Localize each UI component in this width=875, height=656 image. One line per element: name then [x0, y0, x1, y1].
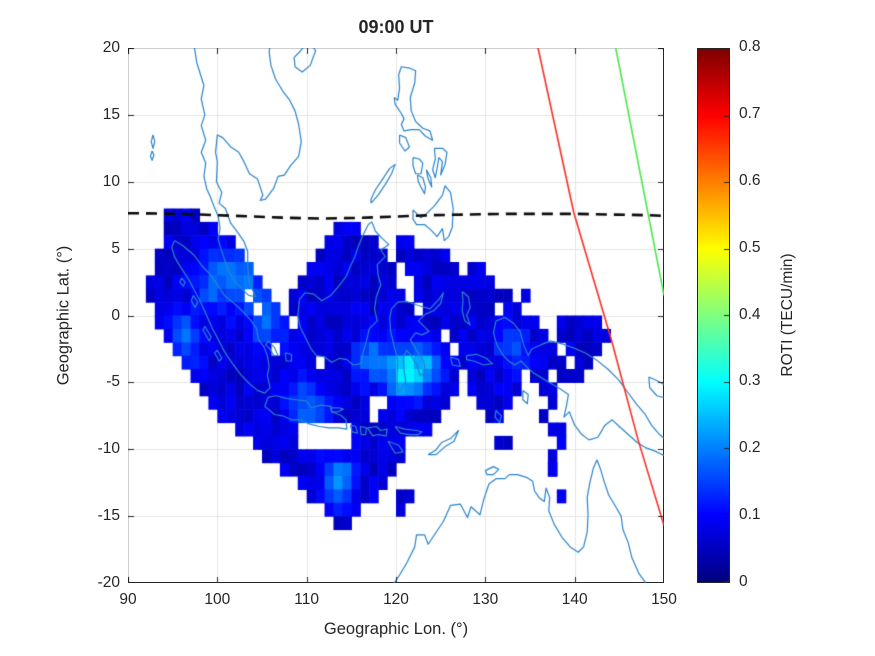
colorbar-label: ROTI (TECU/min) [779, 253, 796, 377]
colorbar-tick-label: 0.3 [739, 372, 761, 390]
x-tick-label: 100 [204, 591, 231, 608]
colorbar-tick-label: 0.1 [739, 506, 761, 524]
y-tick-label: -5 [106, 373, 120, 391]
colorbar-tick-label: 0.2 [739, 439, 761, 457]
y-tick-label: 5 [111, 239, 120, 257]
y-tick-label: 0 [111, 306, 120, 324]
x-tick-label: 120 [383, 591, 409, 608]
colorbar-gradient [698, 49, 729, 582]
y-tick-label: -10 [97, 440, 120, 458]
y-tick-label: 10 [102, 172, 120, 190]
colorbar-tick-label: 0.4 [739, 305, 761, 323]
y-tick-label: 20 [102, 39, 120, 56]
colorbar-frame [697, 48, 730, 583]
x-tick-label: 140 [561, 591, 588, 608]
y-tick-label: -20 [97, 574, 120, 591]
colorbar-tick-label: 0.5 [739, 238, 761, 256]
colorbar-tick-label: 0.6 [739, 171, 761, 189]
x-tick-label: 90 [119, 591, 137, 608]
x-tick-label: 150 [651, 591, 677, 608]
map-plot-canvas [128, 48, 664, 583]
x-tick-label: 130 [472, 591, 499, 608]
y-tick-label: 15 [102, 105, 120, 123]
y-tick-label: -15 [97, 507, 120, 525]
colorbar-tick-label: 0 [739, 573, 748, 590]
colorbar-tick-label: 0.7 [739, 104, 761, 122]
x-axis-label: Geographic Lon. (°) [323, 620, 469, 638]
colorbar-tick-label: 0.8 [739, 38, 761, 55]
x-tick-label: 110 [294, 591, 320, 608]
plot-title: 09:00 UT [358, 17, 434, 37]
y-axis-label: Geographic Lat. (°) [54, 245, 73, 386]
